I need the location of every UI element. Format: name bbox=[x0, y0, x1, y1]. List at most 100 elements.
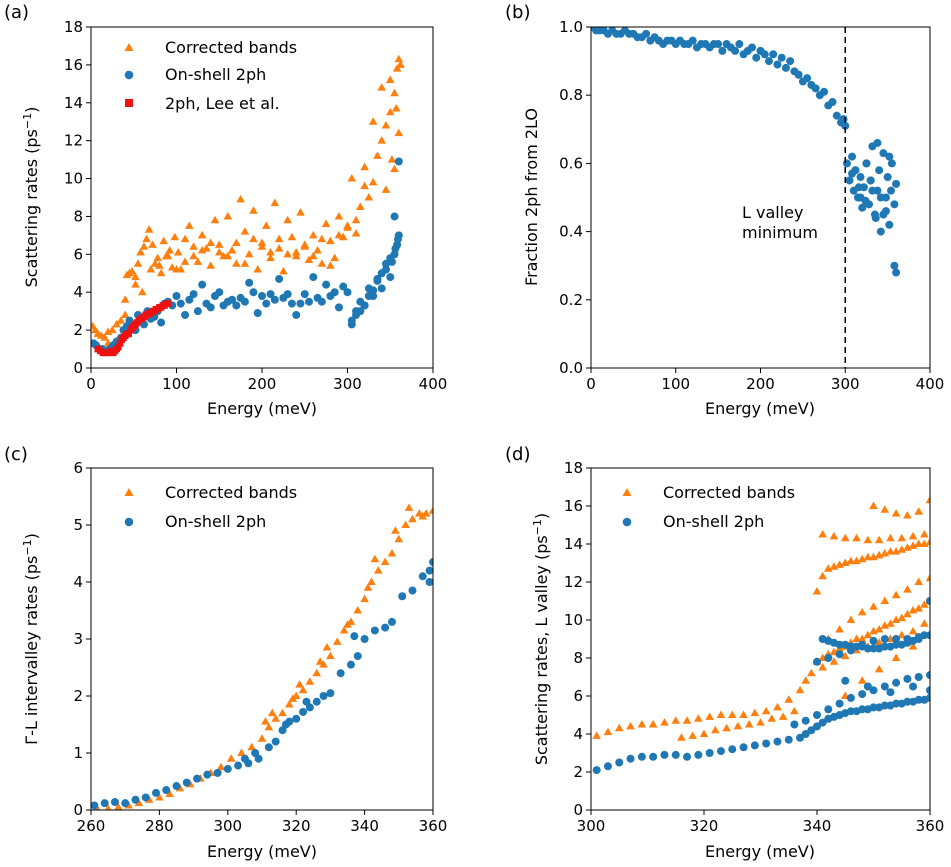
panel-b-series-0-point bbox=[769, 50, 778, 59]
panel-a-series-0-point bbox=[279, 266, 288, 275]
panel-d-series-0-point bbox=[637, 720, 647, 728]
panel-d-ytick-label: 6 bbox=[573, 687, 583, 705]
panel-d-series-0-point bbox=[750, 708, 760, 717]
panel-c-series-1-point bbox=[213, 768, 222, 777]
panel-b-series-0-point bbox=[820, 87, 829, 96]
legend-c-on-shell: On-shell 2ph bbox=[165, 512, 266, 531]
panel-a-series-0-point bbox=[232, 259, 241, 267]
panel-a-series-0-point bbox=[391, 103, 401, 112]
panel-a-series-0-point bbox=[172, 264, 181, 273]
panel-d-series-0-point bbox=[744, 720, 754, 728]
panel-c-series-0-point bbox=[380, 557, 390, 566]
panel-a-series-1-point bbox=[390, 212, 399, 221]
panel-d-series-1-point bbox=[813, 657, 821, 666]
panel-d-series-0-point bbox=[829, 562, 839, 570]
panel-d-series-1-point bbox=[683, 752, 692, 761]
panel-d-series-0-point bbox=[739, 710, 748, 718]
panel-a-series-1-point bbox=[381, 265, 390, 274]
panel-b-series-0-point bbox=[890, 261, 899, 270]
panel-d-series-1-point bbox=[716, 747, 725, 756]
panel-d-ylabel: Scattering rates, L valley (ps−1) bbox=[531, 513, 552, 765]
panel-b-series-0-point bbox=[866, 176, 875, 185]
panel-a-markers bbox=[91, 54, 405, 357]
panel-c-xtick-label: 280 bbox=[145, 817, 174, 835]
panel-d-series-0-point bbox=[790, 706, 799, 715]
panel-a-ytick-label: 6 bbox=[73, 245, 83, 263]
panel-d-series-0-point bbox=[886, 619, 895, 627]
panel-a-series-0-point bbox=[148, 240, 157, 248]
panel-d-series-0-point bbox=[920, 600, 929, 608]
panel-d-series-1-point bbox=[892, 699, 901, 708]
panel-d-ytick-label: 14 bbox=[564, 535, 583, 553]
panel-a-series-0-point bbox=[334, 211, 344, 220]
panel-a-series-1-point bbox=[322, 280, 331, 289]
panel-a-series-0-point bbox=[392, 64, 402, 72]
panel-d-series-1-point bbox=[909, 682, 918, 691]
panel-c-xtick-label: 340 bbox=[350, 817, 379, 835]
panel-a-series-1-point bbox=[157, 318, 166, 327]
panel-a-series-0-point bbox=[351, 215, 361, 224]
panel-b-series-0-point bbox=[839, 115, 848, 124]
panel-b-series-0-point bbox=[873, 138, 882, 147]
panel-b-series-0-point bbox=[828, 98, 837, 107]
panel-d-series-1-point bbox=[846, 646, 855, 655]
panel-d-series-0-point bbox=[852, 634, 861, 642]
panel-a-series-0-point bbox=[240, 259, 250, 267]
panel-c-series-0-point bbox=[305, 677, 315, 685]
panel-letter-a: (a) bbox=[4, 2, 29, 23]
panel-b-xtick-label: 200 bbox=[746, 375, 775, 393]
panel-a-series-1-point bbox=[347, 316, 356, 325]
panel-c-series-1-point bbox=[110, 798, 119, 807]
panel-a-series-1-point bbox=[386, 273, 395, 282]
panel-a-series-0-point bbox=[197, 246, 207, 254]
panel-c-series-0-point bbox=[315, 657, 325, 665]
panel-d-series-0-point bbox=[920, 530, 929, 538]
panel-d-series-0-point bbox=[824, 564, 833, 572]
panel-d-series-1-point bbox=[762, 739, 771, 748]
panel-letter-b: (b) bbox=[505, 2, 530, 23]
legend-d-marker-onshell bbox=[622, 517, 632, 527]
panel-c-series-1-point bbox=[429, 558, 433, 567]
panel-a-series-0-point bbox=[394, 54, 404, 63]
panel-c-series-1-point bbox=[203, 770, 212, 779]
panel-d-series-1-point bbox=[637, 752, 646, 761]
panel-b-series-0-point bbox=[885, 152, 894, 161]
panel-a-ytick-label: 2 bbox=[73, 321, 83, 339]
panel-d-series-0-point bbox=[795, 685, 805, 694]
panel-c-series-0-point bbox=[95, 805, 101, 810]
panel-c-ytick-label: 6 bbox=[73, 459, 83, 477]
panel-a-series-0-point bbox=[266, 247, 275, 256]
panel-b-series-0-point bbox=[718, 46, 727, 55]
panel-d-series-0-point bbox=[592, 731, 601, 739]
panel-d-series-1-point bbox=[886, 688, 895, 697]
panel-c-series-0-point bbox=[394, 534, 404, 543]
panel-d-series-0-point bbox=[818, 530, 827, 538]
panel-d-series-0-point bbox=[903, 511, 912, 519]
panel-b-series-0-point bbox=[868, 186, 877, 195]
panel-a-series-0-point bbox=[368, 177, 378, 186]
panel-a-series-0-point bbox=[240, 227, 250, 235]
panel-d-series-1-point bbox=[914, 633, 923, 642]
panel-a-series-1-point bbox=[215, 288, 224, 297]
panel-d-series-0-point bbox=[908, 626, 918, 635]
panel-a-series-1-point bbox=[189, 290, 198, 299]
panel-d-series-0-point bbox=[722, 723, 731, 732]
panel-b-series-0-point bbox=[875, 166, 884, 175]
panel-b-ytick-label: 0.4 bbox=[559, 223, 583, 241]
panel-c-series-0-point bbox=[278, 708, 287, 717]
panel-c-series-1-point bbox=[350, 632, 359, 641]
panel-d-series-0-point bbox=[908, 606, 918, 614]
panel-d-series-1-point bbox=[835, 699, 844, 708]
panel-a-series-0-point bbox=[351, 228, 361, 237]
panel-b-series-0-point bbox=[832, 111, 841, 120]
panel-b-annotation-line1: L valley bbox=[742, 203, 803, 222]
panel-c-series-1-point bbox=[381, 623, 390, 632]
panel-d-series-0-point bbox=[626, 721, 635, 730]
panel-c-series-1-point bbox=[425, 566, 433, 575]
panel-d-series-1-point bbox=[694, 750, 703, 759]
panel-a-ytick-label: 14 bbox=[64, 94, 83, 112]
panel-a-series-0-point bbox=[249, 234, 258, 243]
panel-b-series-0-point bbox=[887, 186, 896, 195]
panel-c-ytick-label: 4 bbox=[73, 573, 83, 591]
panel-d-series-0-point bbox=[874, 550, 884, 559]
